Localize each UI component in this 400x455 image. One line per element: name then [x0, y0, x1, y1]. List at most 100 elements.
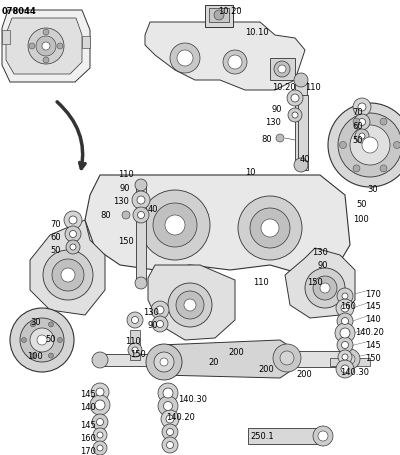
Circle shape — [305, 268, 345, 308]
Circle shape — [338, 113, 400, 177]
Circle shape — [276, 134, 284, 142]
Circle shape — [30, 328, 54, 352]
Circle shape — [313, 426, 333, 446]
Circle shape — [318, 431, 328, 441]
Circle shape — [287, 90, 303, 106]
Text: 100: 100 — [353, 215, 369, 224]
Circle shape — [342, 293, 348, 299]
Text: 90: 90 — [318, 261, 328, 270]
Circle shape — [91, 383, 109, 401]
Circle shape — [70, 244, 76, 250]
Text: 90: 90 — [148, 321, 158, 330]
Circle shape — [22, 338, 26, 343]
Circle shape — [127, 312, 143, 328]
Circle shape — [342, 354, 348, 360]
Circle shape — [337, 337, 353, 353]
Circle shape — [223, 50, 247, 74]
Bar — [82, 36, 90, 48]
Text: 10.20: 10.20 — [272, 83, 296, 92]
Polygon shape — [6, 18, 82, 74]
Circle shape — [294, 158, 308, 172]
Circle shape — [328, 103, 400, 187]
Circle shape — [164, 401, 172, 410]
Circle shape — [335, 323, 355, 343]
Circle shape — [320, 283, 330, 293]
Circle shape — [355, 129, 369, 143]
Circle shape — [128, 343, 142, 357]
Text: 50: 50 — [50, 246, 60, 255]
Bar — [209, 8, 229, 22]
Circle shape — [152, 316, 168, 332]
Circle shape — [184, 299, 196, 311]
Text: 160: 160 — [340, 302, 356, 311]
Text: 140: 140 — [365, 315, 381, 324]
Circle shape — [95, 400, 105, 410]
Bar — [295, 351, 350, 367]
Polygon shape — [30, 220, 105, 315]
Text: 140.20: 140.20 — [355, 328, 384, 337]
Circle shape — [336, 360, 354, 378]
Text: 50: 50 — [45, 335, 56, 344]
Bar — [136, 185, 146, 283]
Circle shape — [96, 419, 104, 425]
Circle shape — [341, 304, 349, 312]
Polygon shape — [85, 175, 350, 275]
Circle shape — [292, 112, 298, 118]
Bar — [100, 354, 148, 366]
Text: 140.20: 140.20 — [166, 413, 195, 422]
Text: 130: 130 — [312, 248, 328, 257]
Circle shape — [342, 318, 348, 324]
Circle shape — [42, 42, 50, 50]
Circle shape — [341, 365, 349, 373]
Text: 140: 140 — [80, 403, 96, 412]
Text: 145: 145 — [365, 302, 381, 311]
Text: 150: 150 — [365, 354, 381, 363]
Polygon shape — [2, 10, 90, 82]
Circle shape — [92, 352, 108, 368]
Text: 130: 130 — [265, 118, 281, 127]
Circle shape — [170, 43, 200, 73]
Circle shape — [337, 313, 353, 329]
Text: 60: 60 — [50, 233, 61, 242]
Circle shape — [36, 36, 56, 56]
Circle shape — [336, 299, 354, 317]
Circle shape — [10, 308, 74, 372]
Bar — [2, 30, 10, 44]
Circle shape — [177, 50, 193, 66]
Circle shape — [61, 268, 75, 282]
Circle shape — [43, 57, 49, 63]
Text: 90: 90 — [120, 184, 130, 193]
Text: 200: 200 — [258, 365, 274, 374]
Text: 250.1: 250.1 — [250, 432, 274, 441]
Text: 80: 80 — [261, 135, 272, 144]
Circle shape — [93, 441, 107, 455]
Polygon shape — [148, 265, 235, 340]
Polygon shape — [285, 248, 355, 318]
Text: 10.20: 10.20 — [218, 7, 242, 16]
Circle shape — [160, 358, 168, 366]
Text: 60: 60 — [352, 122, 363, 131]
Bar — [270, 58, 295, 80]
Circle shape — [340, 142, 346, 148]
Circle shape — [96, 388, 104, 396]
Circle shape — [359, 133, 365, 139]
Circle shape — [30, 322, 36, 327]
Circle shape — [250, 208, 290, 248]
Circle shape — [151, 301, 169, 319]
Text: 110: 110 — [118, 170, 134, 179]
Text: 100: 100 — [27, 352, 43, 361]
Circle shape — [66, 240, 80, 254]
Text: 80: 80 — [100, 211, 111, 220]
Circle shape — [338, 350, 352, 364]
Circle shape — [70, 231, 76, 238]
Circle shape — [350, 125, 390, 165]
Circle shape — [380, 165, 387, 172]
Circle shape — [20, 318, 64, 362]
Circle shape — [57, 43, 63, 49]
Circle shape — [146, 344, 182, 380]
Circle shape — [156, 306, 164, 314]
Text: 200: 200 — [228, 348, 244, 357]
Circle shape — [132, 347, 138, 353]
Circle shape — [162, 424, 178, 440]
Circle shape — [133, 207, 149, 223]
